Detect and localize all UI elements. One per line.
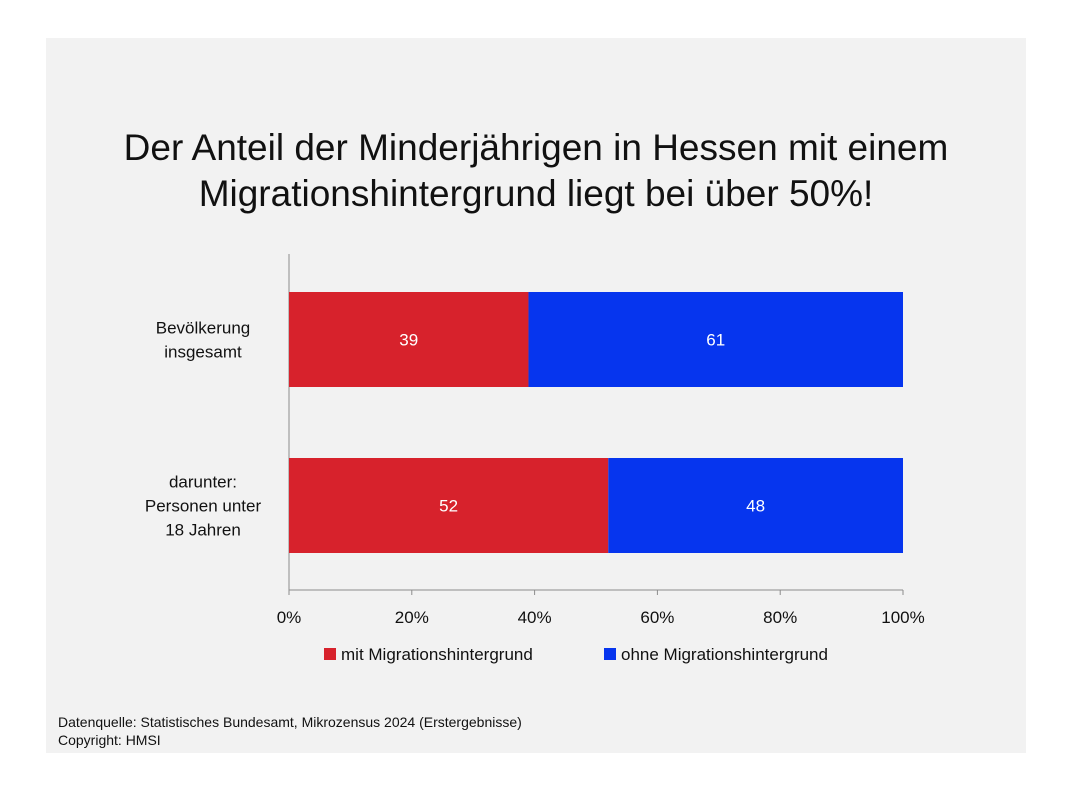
bar-value-label: 61 xyxy=(706,331,725,350)
legend-label: mit Migrationshintergrund xyxy=(341,645,533,664)
source-note: Datenquelle: Statistisches Bundesamt, Mi… xyxy=(58,713,522,749)
source-line: Datenquelle: Statistisches Bundesamt, Mi… xyxy=(58,714,522,730)
legend-swatch xyxy=(324,648,336,660)
chart-title-line-2: Migrationshintergrund liegt bei über 50%… xyxy=(198,173,874,214)
chart-panel xyxy=(46,38,1026,753)
chart-title-line-1: Der Anteil der Minderjährigen in Hessen … xyxy=(123,127,949,168)
bar-value-label: 52 xyxy=(439,497,458,516)
category-label: insgesamt xyxy=(164,343,242,362)
bar-segment xyxy=(289,292,529,387)
x-tick-label: 40% xyxy=(518,608,552,627)
bar-value-label: 48 xyxy=(746,497,765,516)
x-tick-label: 100% xyxy=(881,608,924,627)
chart-title: Der Anteil der Minderjährigen in Hessen … xyxy=(0,125,1072,217)
category-label: Bevölkerung xyxy=(156,319,251,338)
legend-swatch xyxy=(604,648,616,660)
bar-value-label: 39 xyxy=(399,331,418,350)
x-tick-label: 0% xyxy=(277,608,302,627)
x-tick-label: 80% xyxy=(763,608,797,627)
copyright-line: Copyright: HMSI xyxy=(58,732,161,748)
x-tick-label: 20% xyxy=(395,608,429,627)
category-label: Personen unter xyxy=(145,497,262,516)
category-label: 18 Jahren xyxy=(165,521,241,540)
bar-segment xyxy=(608,458,903,553)
bar-segment xyxy=(289,458,609,553)
category-label: darunter: xyxy=(169,473,237,492)
bar-segment xyxy=(528,292,903,387)
legend-label: ohne Migrationshintergrund xyxy=(621,645,828,664)
x-tick-label: 60% xyxy=(640,608,674,627)
